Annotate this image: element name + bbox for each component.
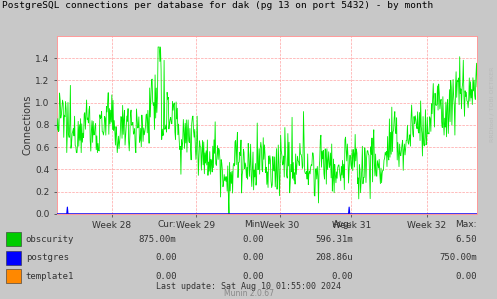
Text: 0.00: 0.00 xyxy=(155,272,176,281)
Text: Min:: Min: xyxy=(245,220,263,229)
Text: template1: template1 xyxy=(26,272,74,281)
Text: Munin 2.0.67: Munin 2.0.67 xyxy=(224,289,273,298)
Text: obscurity: obscurity xyxy=(26,235,74,244)
Text: Last update: Sat Aug 10 01:55:00 2024: Last update: Sat Aug 10 01:55:00 2024 xyxy=(156,282,341,291)
Text: RRDtool / TOBI OETIKER: RRDtool / TOBI OETIKER xyxy=(490,67,495,142)
Text: 6.50: 6.50 xyxy=(456,235,477,244)
Text: 0.00: 0.00 xyxy=(155,253,176,262)
Text: 0.00: 0.00 xyxy=(242,272,263,281)
Text: 875.00m: 875.00m xyxy=(139,235,176,244)
Text: 750.00m: 750.00m xyxy=(439,253,477,262)
Text: Cur:: Cur: xyxy=(158,220,176,229)
Text: 596.31m: 596.31m xyxy=(315,235,353,244)
Text: PostgreSQL connections per database for dak (pg 13 on port 5432) - by month: PostgreSQL connections per database for … xyxy=(2,1,434,10)
Text: 0.00: 0.00 xyxy=(331,272,353,281)
Text: 0.00: 0.00 xyxy=(456,272,477,281)
Text: Avg:: Avg: xyxy=(333,220,353,229)
Text: 0.00: 0.00 xyxy=(242,253,263,262)
Text: 208.86u: 208.86u xyxy=(315,253,353,262)
Text: Max:: Max: xyxy=(456,220,477,229)
Y-axis label: Connections: Connections xyxy=(22,95,32,155)
Text: postgres: postgres xyxy=(26,253,69,262)
Text: 0.00: 0.00 xyxy=(242,235,263,244)
